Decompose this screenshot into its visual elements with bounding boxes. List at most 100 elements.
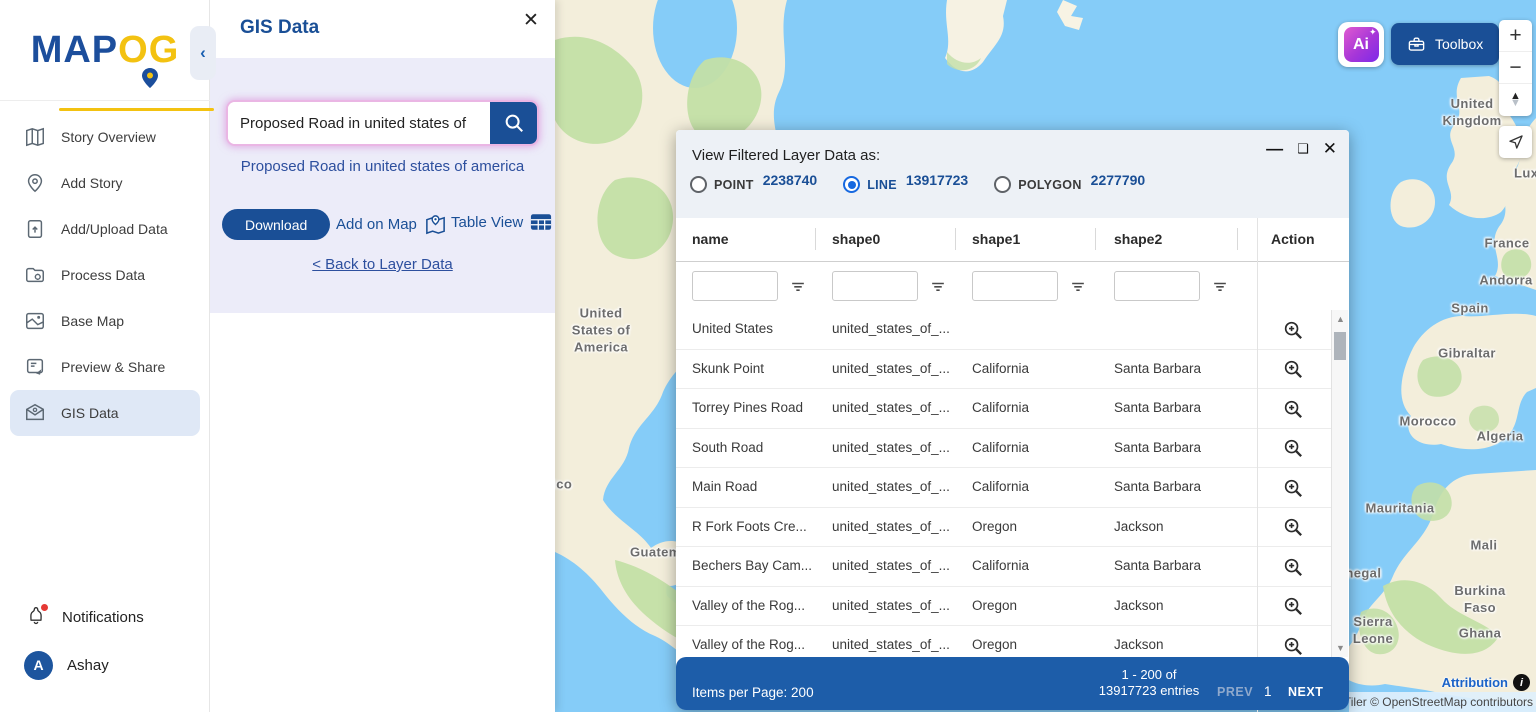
table-view-button[interactable]: Table View bbox=[451, 213, 552, 231]
cell-shape1: California bbox=[972, 360, 1030, 376]
sidebar-item-add-story[interactable]: Add Story bbox=[0, 160, 210, 206]
cell-name: Main Road bbox=[692, 479, 758, 494]
compass-button[interactable]: ▲ ▼ bbox=[1499, 84, 1532, 116]
table-row: United States united_states_of_... bbox=[676, 310, 1331, 350]
filter-icon[interactable] bbox=[788, 276, 808, 296]
table-row: Bechers Bay Cam... united_states_of_... Ca… bbox=[676, 547, 1331, 587]
sidebar-item-preview-share[interactable]: Preview & Share bbox=[0, 344, 210, 390]
table-row: Valley of the Rog... united_states_of_...… bbox=[676, 587, 1331, 626]
table-view-icon bbox=[531, 214, 552, 230]
gis-data-panel: GIS Data ✕ Proposed Road in united state… bbox=[210, 0, 555, 712]
base-map-icon bbox=[24, 310, 46, 332]
filter-input-shape2[interactable] bbox=[1114, 271, 1200, 301]
cell-shape1: California bbox=[972, 558, 1030, 573]
prev-page-button[interactable]: PREV bbox=[1217, 685, 1254, 699]
cell-shape1: California bbox=[972, 400, 1030, 415]
filter-icon[interactable] bbox=[1210, 276, 1230, 296]
sidebar-item-notifications[interactable]: Notifications bbox=[0, 598, 210, 636]
download-button[interactable]: Download bbox=[222, 209, 331, 240]
panel-title: GIS Data bbox=[240, 17, 320, 38]
sidebar-item-story-overview[interactable]: Story Overview bbox=[0, 114, 210, 160]
zoom-to-feature-button[interactable] bbox=[1271, 633, 1316, 657]
zoom-to-feature-button[interactable] bbox=[1271, 436, 1316, 462]
maximize-button[interactable]: ❑ bbox=[1297, 141, 1309, 156]
sidebar-item-base-map[interactable]: Base Map bbox=[0, 298, 210, 344]
briefcase-icon bbox=[1408, 36, 1425, 51]
zoom-to-feature-button[interactable] bbox=[1271, 396, 1316, 422]
info-icon[interactable]: i bbox=[1513, 674, 1530, 691]
cell-name: United States bbox=[692, 321, 774, 336]
radio-line[interactable]: LINE 13917723 bbox=[843, 172, 968, 193]
search-suggestion-link[interactable]: Proposed Road in united states of americ… bbox=[240, 158, 525, 175]
locate-button[interactable] bbox=[1499, 126, 1532, 158]
zoom-to-feature-button[interactable] bbox=[1271, 594, 1316, 620]
logo-text-map: MAP bbox=[30, 29, 119, 71]
sidebar-collapse-button[interactable]: ‹ bbox=[190, 26, 216, 80]
panel-close-button[interactable]: ✕ bbox=[523, 9, 539, 31]
cell-shape0: united_states_of_... bbox=[832, 321, 950, 336]
back-to-layer-data-link[interactable]: < Back to Layer Data bbox=[312, 256, 453, 273]
filter-input-shape0[interactable] bbox=[832, 271, 918, 301]
feature-count: 2277790 bbox=[1090, 171, 1146, 188]
table-row: South Road united_states_of_... California… bbox=[676, 429, 1331, 468]
zoom-to-feature-button[interactable] bbox=[1271, 475, 1316, 501]
user-menu[interactable]: A Ashay bbox=[0, 646, 210, 684]
next-page-button[interactable]: NEXT bbox=[1288, 685, 1324, 699]
sidebar-item-gis-data[interactable]: GIS Data bbox=[10, 390, 200, 436]
mapog-logo[interactable]: MAPOG bbox=[0, 14, 214, 111]
osm-credit: pTiler © OpenStreetMap contributors bbox=[1349, 692, 1536, 712]
scroll-up-button[interactable]: ▲ bbox=[1336, 314, 1345, 324]
zoom-to-feature-button[interactable] bbox=[1271, 554, 1316, 580]
map-controls: + − ▲ ▼ bbox=[1499, 20, 1532, 116]
scrollbar-thumb[interactable] bbox=[1334, 332, 1346, 360]
cell-name: Bechers Bay Cam... bbox=[692, 558, 813, 573]
column-header-shape1: shape1 bbox=[972, 231, 1021, 247]
add-on-map-icon bbox=[425, 215, 445, 235]
zoom-to-feature-button[interactable] bbox=[1271, 357, 1316, 383]
ai-assistant-button[interactable]: Ai ✦ bbox=[1338, 22, 1384, 67]
cell-name: Skunk Point bbox=[692, 360, 765, 376]
cell-shape0: united_states_of_... bbox=[832, 637, 950, 652]
pagination-range: 1 - 200 of 13917723 entries bbox=[1098, 667, 1200, 698]
scroll-down-button[interactable]: ▼ bbox=[1336, 643, 1345, 653]
radio-label: LINE bbox=[867, 177, 897, 192]
cell-shape0: united_states_of_... bbox=[832, 558, 950, 573]
story-overview-icon bbox=[24, 126, 46, 148]
minimize-button[interactable]: — bbox=[1266, 139, 1284, 158]
toolbox-label: Toolbox bbox=[1435, 36, 1484, 52]
radio-point[interactable]: POINT 2238740 bbox=[690, 172, 817, 193]
zoom-to-feature-button[interactable] bbox=[1271, 317, 1316, 343]
cell-name: R Fork Foots Cre... bbox=[692, 518, 807, 534]
current-page-button[interactable]: 1 bbox=[1264, 684, 1272, 699]
zoom-to-feature-button[interactable] bbox=[1271, 515, 1316, 541]
radio-label: POINT bbox=[714, 177, 754, 192]
table-filter-row bbox=[676, 262, 1349, 310]
cell-shape2: Jackson bbox=[1114, 518, 1164, 534]
filter-input-name[interactable] bbox=[692, 271, 778, 301]
sidebar-item-label: Preview & Share bbox=[61, 359, 166, 375]
sidebar-nav: Story Overview Add Story Add/Upload Data Pr… bbox=[0, 114, 210, 436]
gis-search-input[interactable] bbox=[228, 102, 490, 144]
sidebar-item-add-upload-data[interactable]: Add/Upload Data bbox=[0, 206, 210, 252]
items-per-page[interactable]: Items per Page: 200 bbox=[692, 685, 814, 700]
table-scrollbar[interactable]: ▲ ▼ bbox=[1331, 310, 1348, 657]
filter-input-shape1[interactable] bbox=[972, 271, 1058, 301]
add-on-map-button[interactable]: Add on Map bbox=[336, 213, 447, 236]
modal-close-button[interactable]: ✕ bbox=[1322, 139, 1337, 158]
attribution-link[interactable]: Attribution bbox=[1441, 675, 1508, 690]
cell-shape0: united_states_of_... bbox=[832, 479, 950, 494]
sidebar-item-process-data[interactable]: Process Data bbox=[0, 252, 210, 298]
zoom-in-button[interactable]: + bbox=[1499, 20, 1532, 52]
table-row: R Fork Foots Cre... united_states_of_... O… bbox=[676, 508, 1331, 547]
filter-icon[interactable] bbox=[928, 276, 948, 296]
modal-header: View Filtered Layer Data as: — ❑ ✕ POINT… bbox=[676, 130, 1349, 218]
toolbox-button[interactable]: Toolbox bbox=[1391, 23, 1500, 65]
table-row: Main Road united_states_of_... California S… bbox=[676, 468, 1331, 508]
column-header-name: name bbox=[692, 231, 729, 247]
radio-polygon[interactable]: POLYGON 2277790 bbox=[994, 172, 1145, 193]
filter-icon[interactable] bbox=[1068, 276, 1088, 296]
cell-shape2: Santa Barbara bbox=[1114, 439, 1202, 455]
zoom-out-button[interactable]: − bbox=[1499, 52, 1532, 84]
cell-shape2: Santa Barbara bbox=[1114, 558, 1202, 573]
search-button[interactable] bbox=[490, 102, 537, 144]
